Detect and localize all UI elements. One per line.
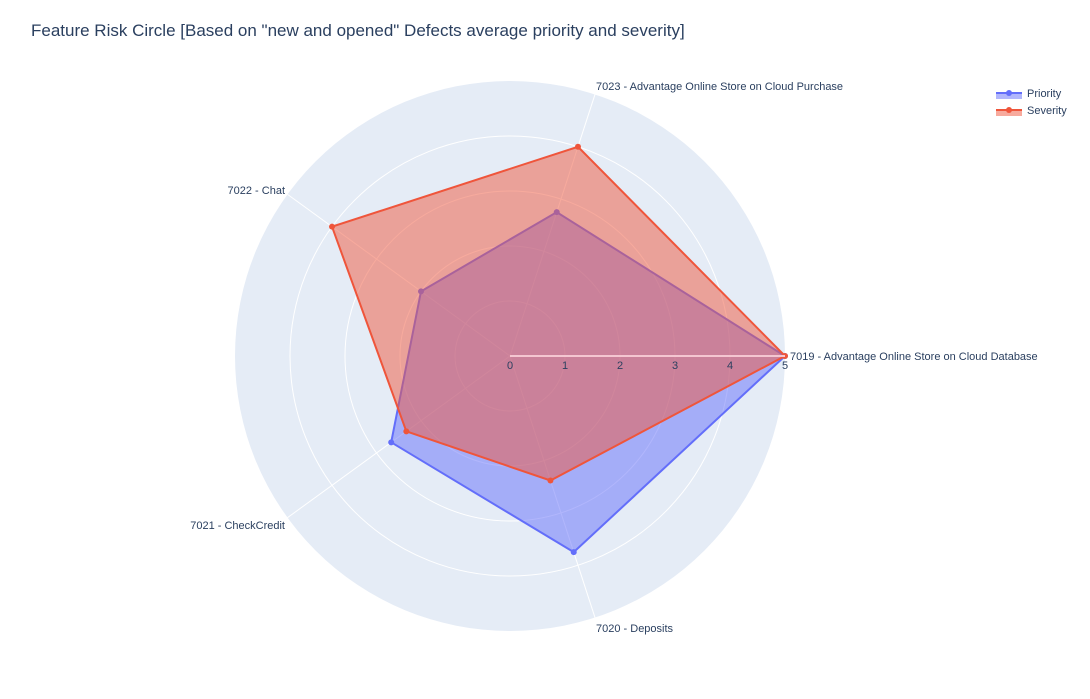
legend-item-severity[interactable]: Severity bbox=[996, 105, 1067, 117]
radial-tick-label: 4 bbox=[727, 360, 733, 372]
angular-axis-label: 7022 - Chat bbox=[228, 185, 285, 197]
angular-axis-label: 7023 - Advantage Online Store on Cloud P… bbox=[596, 81, 843, 93]
legend-item-priority[interactable]: Priority bbox=[996, 88, 1062, 100]
radial-tick-label: 5 bbox=[782, 360, 788, 372]
radial-tick-label: 0 bbox=[507, 360, 513, 372]
chart-title: Feature Risk Circle [Based on "new and o… bbox=[31, 21, 685, 40]
legend-marker bbox=[1006, 90, 1012, 96]
radial-tick-label: 1 bbox=[562, 360, 568, 372]
angular-axis-label: 7020 - Deposits bbox=[596, 623, 674, 635]
data-point-severity[interactable] bbox=[547, 477, 554, 484]
radial-tick-label: 3 bbox=[672, 360, 678, 372]
data-point-severity[interactable] bbox=[403, 428, 410, 435]
angular-axis-label: 7021 - CheckCredit bbox=[190, 520, 285, 532]
data-point-severity[interactable] bbox=[329, 223, 336, 230]
legend[interactable]: Priority Severity bbox=[996, 88, 1067, 117]
radial-tick-label: 2 bbox=[617, 360, 623, 372]
legend-label: Priority bbox=[1027, 88, 1062, 100]
data-point-priority[interactable] bbox=[570, 549, 577, 556]
data-point-severity[interactable] bbox=[574, 143, 581, 150]
legend-marker bbox=[1006, 107, 1012, 113]
series-severity-area bbox=[330, 145, 787, 482]
legend-label: Severity bbox=[1027, 105, 1067, 117]
angular-axis-label: 7019 - Advantage Online Store on Cloud D… bbox=[790, 351, 1038, 363]
data-point-priority[interactable] bbox=[388, 439, 395, 446]
